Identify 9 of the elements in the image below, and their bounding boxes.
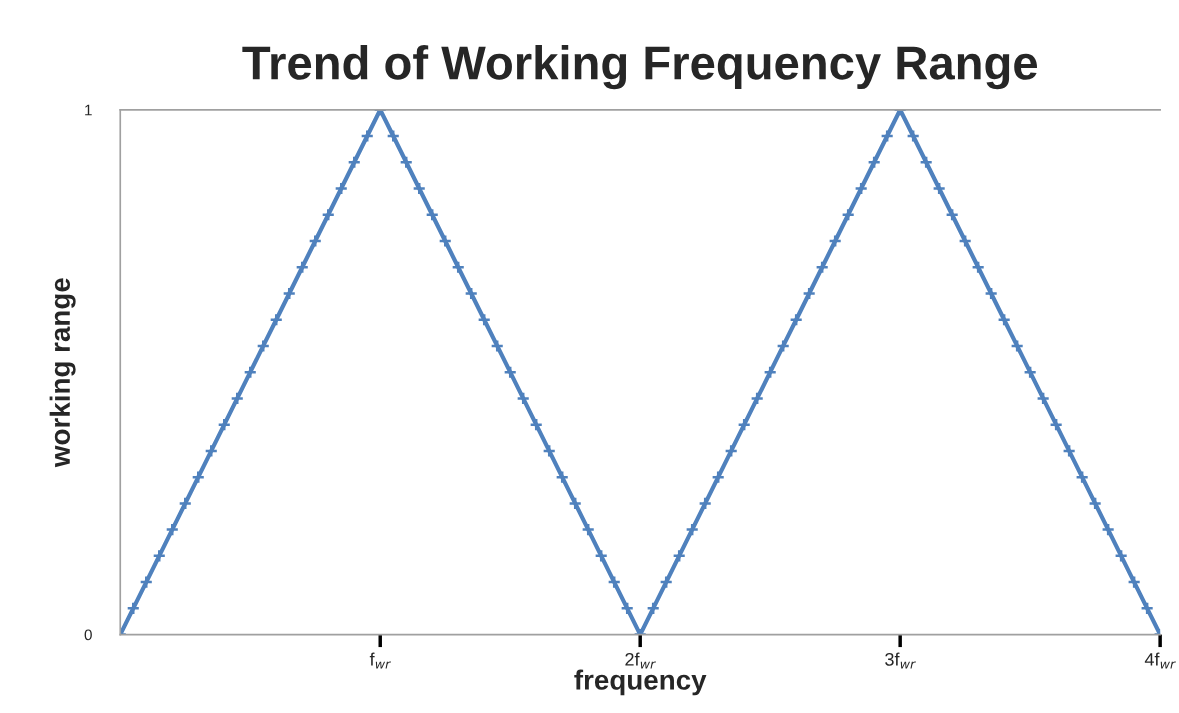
x-tick-label: 3f$_{wr}$ [885, 652, 916, 669]
x-axis-title: frequency [574, 669, 707, 696]
y-tick-label: 0 [84, 629, 92, 641]
x-tick-label: 2f$_{wr}$ [625, 652, 656, 669]
y-axis-title: working range [49, 278, 76, 468]
y-tick-label: 1 [85, 104, 92, 116]
x-tick-label: 4f$_{wr}$ [1144, 652, 1176, 669]
chart-title: Trend of Working Frequency Range [242, 45, 1038, 90]
x-tick-label: f$_{wr}$ [369, 652, 391, 669]
